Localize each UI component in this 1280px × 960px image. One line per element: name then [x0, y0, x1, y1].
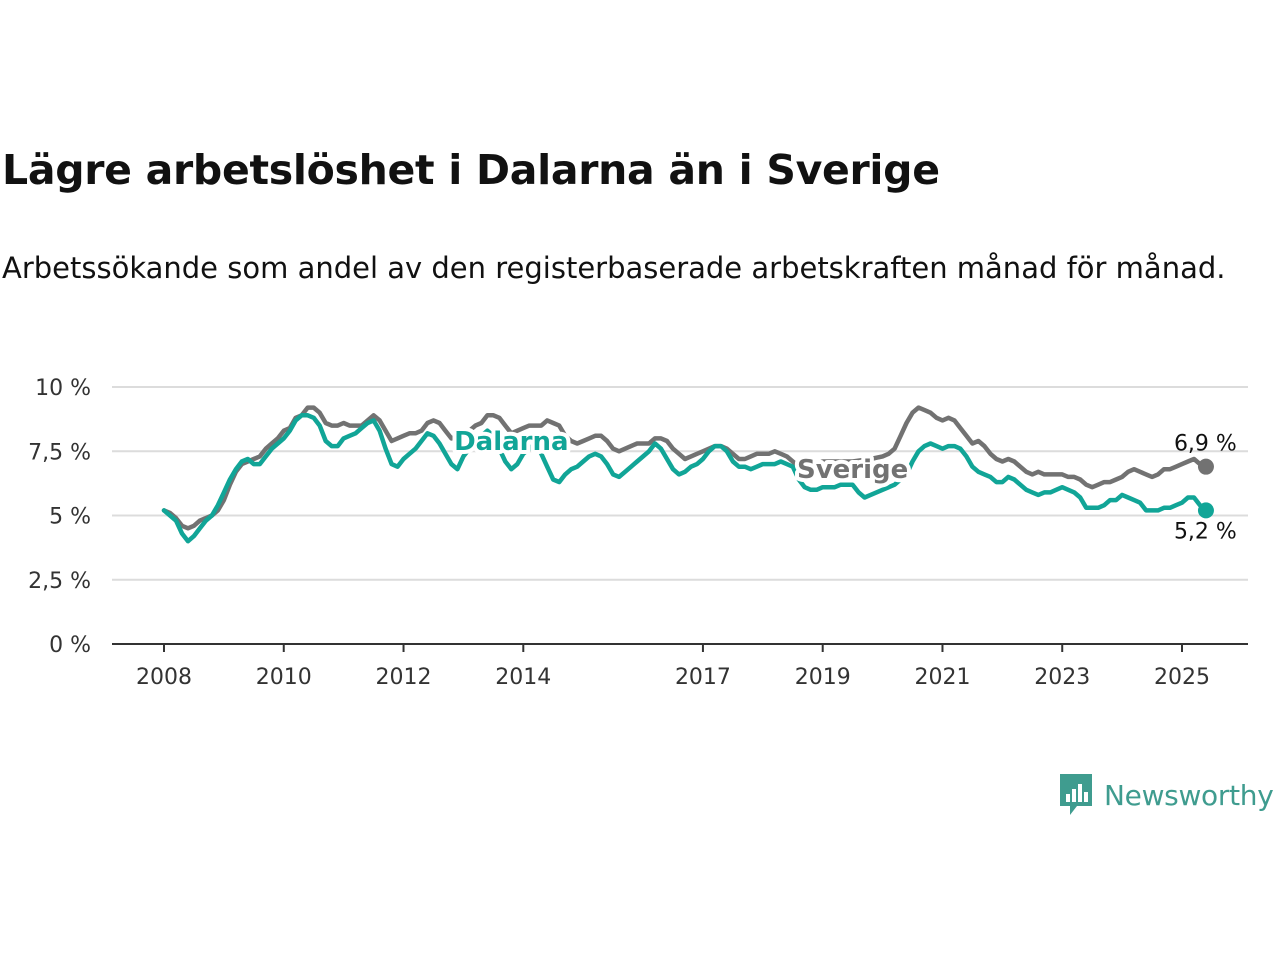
- chart-subtitle: Arbetssökande som andel av den registerb…: [2, 251, 1226, 285]
- x-axis: 2008 2010 2012 2014 2017 2019 2021 2023 2025: [112, 643, 1248, 690]
- y-tick-label: 7,5 %: [28, 440, 91, 465]
- y-tick-label: 5 %: [49, 505, 91, 530]
- series-label-dalarna: Dalarna: [454, 427, 568, 457]
- x-tick-label: 2014: [495, 665, 551, 690]
- y-axis-ticks: 0 % 2,5 % 5 % 7,5 % 10 %: [28, 376, 91, 658]
- line-chart: 0 % 2,5 % 5 % 7,5 % 10 % 2008 2010 2012 2014 201…: [28, 376, 1248, 690]
- series-lines: [161, 405, 1214, 544]
- end-label-dalarna: 5,2 %: [1174, 519, 1237, 544]
- x-tick-label: 2023: [1034, 665, 1090, 690]
- y-tick-label: 10 %: [35, 376, 91, 401]
- gridlines: [112, 386, 1248, 581]
- x-tick-label: 2019: [795, 665, 851, 690]
- end-label-sverige: 6,9 %: [1174, 432, 1237, 457]
- newsworthy-logo: Newsworthy: [1058, 772, 1274, 818]
- y-tick-label: 2,5 %: [28, 569, 91, 594]
- x-tick-label: 2008: [136, 665, 192, 690]
- series-label-sverige: Sverige: [797, 455, 908, 485]
- x-tick-label: 2021: [914, 665, 970, 690]
- x-tick-label: 2017: [675, 665, 731, 690]
- end-point-sverige: [1197, 458, 1214, 475]
- chart-title: Lägre arbetslöshet i Dalarna än i Sverig…: [2, 146, 940, 194]
- newsworthy-logo-icon: [1060, 774, 1092, 815]
- end-point-dalarna: [1197, 502, 1214, 519]
- series-line-sverige: [161, 405, 1209, 531]
- newsworthy-logo-text: Newsworthy: [1104, 778, 1274, 812]
- x-tick-label: 2012: [376, 665, 432, 690]
- y-tick-label: 0 %: [49, 633, 91, 658]
- series-labels: 6,9 % Sverige 5,2 % Dalarna: [450, 423, 1237, 544]
- series-line-dalarna: [161, 413, 1209, 544]
- x-tick-label: 2010: [256, 665, 312, 690]
- x-tick-label: 2025: [1154, 665, 1210, 690]
